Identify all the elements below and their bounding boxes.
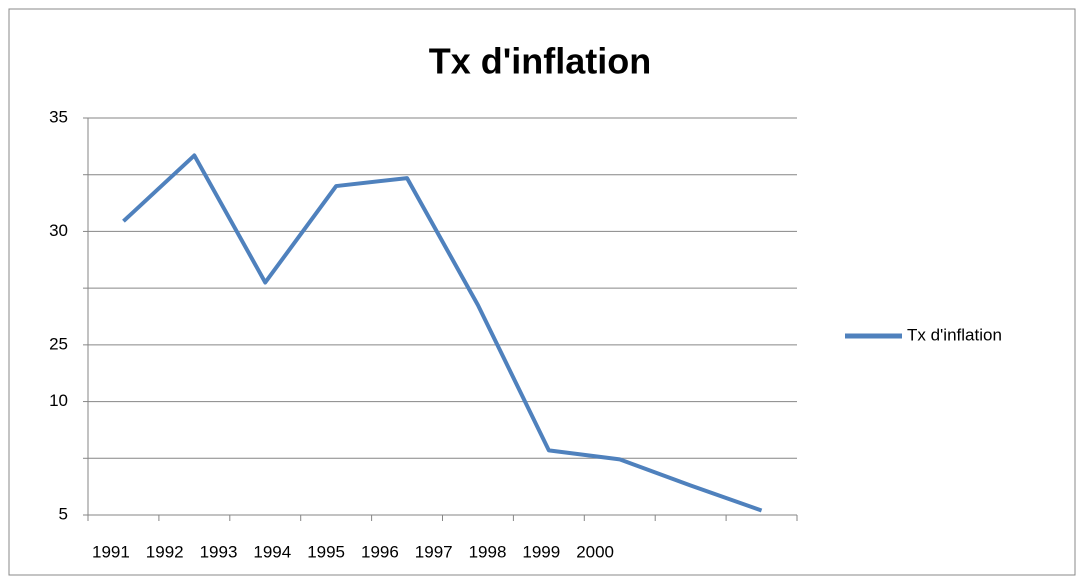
y-tick-label: 30	[49, 221, 68, 240]
chart-title: Tx d'inflation	[429, 41, 652, 82]
y-tick-label: 10	[49, 391, 68, 410]
y-tick-label: 35	[49, 107, 68, 126]
chart-frame	[8, 8, 1076, 576]
x-tick-label: 1996	[361, 542, 399, 561]
x-tick-label: 1995	[307, 542, 345, 561]
x-tick-label: 1999	[522, 542, 560, 561]
y-tick-label: 5	[59, 504, 68, 523]
x-tick-label: 1991	[92, 542, 130, 561]
legend-label: Tx d'inflation	[907, 325, 1002, 344]
data-line	[122, 153, 763, 513]
x-tick-label: 2000	[576, 542, 614, 561]
x-tick-label: 1994	[253, 542, 291, 561]
x-tick-label: 1997	[415, 542, 453, 561]
x-tick-label: 1993	[200, 542, 238, 561]
x-tick-label: 1998	[469, 542, 507, 561]
y-tick-label: 25	[49, 334, 68, 353]
x-tick-label: 1992	[146, 542, 184, 561]
